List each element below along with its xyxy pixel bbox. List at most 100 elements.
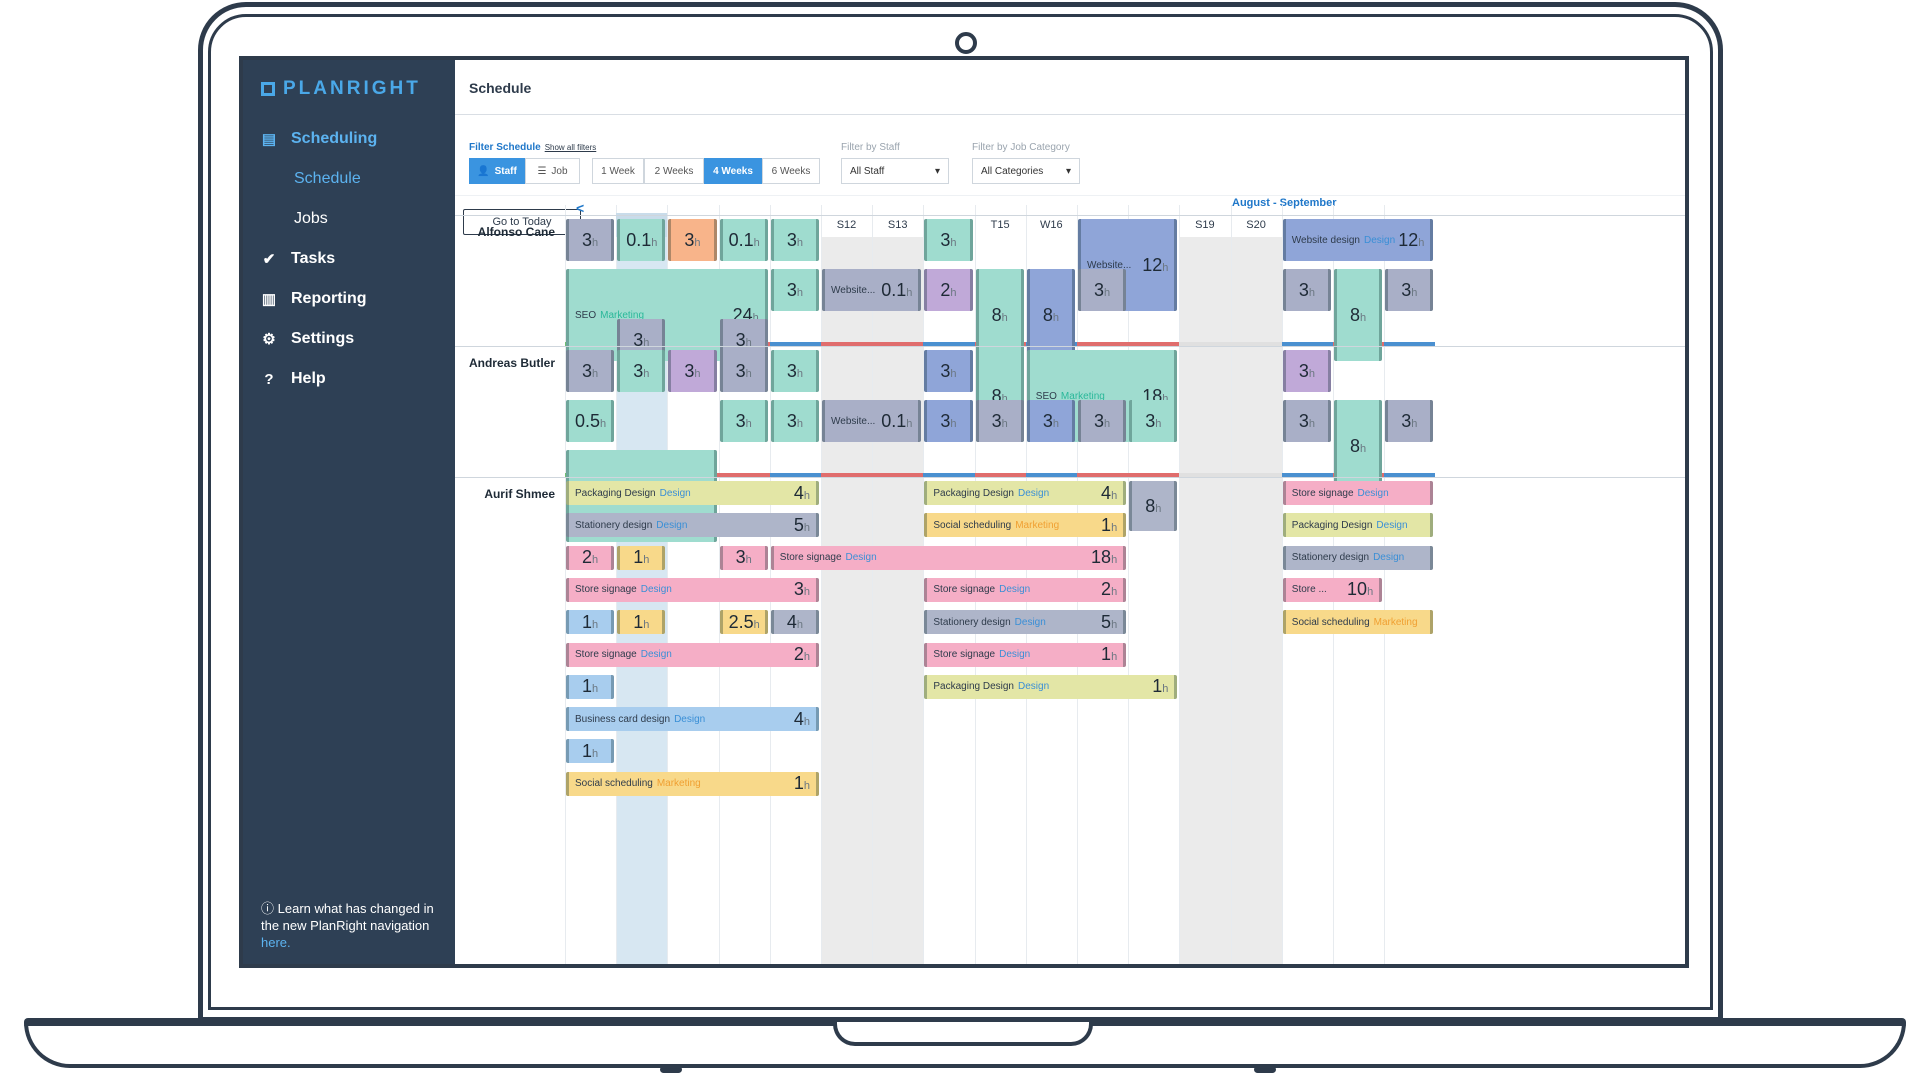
sidebar-item-reporting[interactable]: ▥ Reporting — [261, 290, 367, 308]
job-block[interactable]: Website... 0.1h — [822, 400, 922, 442]
task-block[interactable]: 3h — [1385, 269, 1434, 311]
task-block[interactable]: 3h — [617, 350, 666, 392]
staff-toggle-button[interactable]: 👤 Staff — [469, 158, 525, 184]
task-block[interactable]: 1h — [566, 739, 615, 764]
task-block[interactable]: 0.1h — [719, 219, 768, 261]
job-block[interactable]: Packaging Design Design — [1282, 513, 1434, 538]
staff-name[interactable]: Andreas Butler — [468, 356, 555, 370]
task-block[interactable]: 3h — [1282, 269, 1331, 311]
task-block[interactable]: 3h — [924, 350, 973, 392]
job-block[interactable]: Business card design Design 4h — [566, 707, 819, 732]
job-block[interactable]: Packaging Design Design 4h — [924, 481, 1127, 505]
task-block[interactable]: 3h — [975, 400, 1024, 442]
hours-value: 3h — [940, 360, 957, 381]
task-block[interactable]: 3h — [566, 219, 615, 261]
staff-name[interactable]: Aurif Shmee — [484, 487, 555, 501]
task-block[interactable]: 3h — [566, 350, 615, 392]
task-block[interactable]: 3h — [770, 350, 819, 392]
hours-value: 4h — [1101, 482, 1118, 503]
hours-value: 0.1h — [881, 279, 913, 300]
task-block[interactable]: 3h — [770, 400, 819, 442]
range-2-weeks-button[interactable]: 2 Weeks — [644, 158, 704, 184]
task-block[interactable]: 2h — [924, 269, 973, 311]
job-toggle-button[interactable]: ☰ Job — [525, 158, 580, 184]
range-6-weeks-button[interactable]: 6 Weeks — [762, 158, 820, 184]
note-link[interactable]: here. — [261, 935, 291, 950]
job-block[interactable]: Stationery design Design 5h — [924, 610, 1127, 635]
job-block[interactable]: Store signage Design — [1282, 481, 1434, 505]
task-block[interactable]: 1h — [566, 610, 615, 635]
job-block[interactable]: Social scheduling Marketing — [1282, 610, 1434, 635]
job-block[interactable]: Store signage Design 2h — [924, 577, 1127, 602]
task-block[interactable]: 3h — [924, 219, 973, 261]
task-block[interactable]: 1h — [617, 545, 666, 570]
job-category: Design — [1018, 681, 1050, 693]
show-all-filters-link[interactable]: Show all filters — [544, 143, 597, 152]
job-block[interactable]: Website design Design 12h — [1282, 219, 1434, 261]
task-block[interactable]: 8h — [1334, 269, 1383, 361]
task-block[interactable]: 3h — [1282, 350, 1331, 392]
task-block[interactable]: 3h — [1385, 400, 1434, 442]
task-block[interactable]: 2.5h — [719, 610, 768, 635]
sidebar-item-help[interactable]: ? Help — [261, 370, 325, 388]
planright-logo[interactable]: PLANRIGHT — [261, 78, 421, 100]
job-block[interactable]: Packaging Design Design 4h — [566, 481, 819, 505]
sidebar-item-settings[interactable]: ⚙ Settings — [261, 330, 354, 348]
job-name: Stationery design Design — [575, 519, 688, 531]
job-block[interactable]: Store signage Design 2h — [566, 642, 819, 667]
task-block[interactable]: 3h — [1026, 400, 1075, 442]
task-block[interactable]: 2h — [566, 545, 615, 570]
job-block[interactable]: Website... 0.1h — [822, 269, 922, 311]
task-block[interactable]: 1h — [566, 674, 615, 699]
task-block[interactable]: 1h — [617, 610, 666, 635]
job-block[interactable]: Stationery design Design — [1282, 545, 1434, 570]
task-block[interactable]: 3h — [924, 400, 973, 442]
task-block[interactable]: 8h — [975, 269, 1024, 361]
job-block[interactable]: Social scheduling Marketing 1h — [924, 513, 1127, 538]
job-block[interactable]: Social scheduling Marketing 1h — [566, 771, 819, 796]
note-text: Learn what has changed in the new PlanRi… — [261, 901, 434, 933]
task-block[interactable]: 3h — [719, 350, 768, 392]
task-block[interactable]: 0.5h — [566, 400, 615, 442]
task-block[interactable]: 3h — [719, 545, 768, 570]
job-block[interactable]: Store signage Design 3h — [566, 577, 819, 602]
task-block[interactable]: 3h — [1078, 269, 1127, 311]
task-block[interactable]: 3h — [668, 350, 717, 392]
range-1-week-button[interactable]: 1 Week — [592, 158, 644, 184]
job-name: Store signage Design — [779, 552, 877, 564]
task-block[interactable]: 3h — [719, 400, 768, 442]
day-header-s20[interactable]: S20 — [1246, 219, 1266, 231]
hours-value: 3h — [684, 229, 701, 250]
task-block[interactable]: 3h — [1129, 400, 1178, 442]
day-header-s12[interactable]: S12 — [836, 219, 857, 231]
sidebar-item-schedule[interactable]: Schedule — [294, 170, 361, 187]
job-block[interactable]: Store ... 10h — [1282, 577, 1383, 602]
sidebar-item-label: Tasks — [291, 250, 336, 267]
job-block[interactable]: Store signage Design 1h — [924, 642, 1127, 667]
day-header-s19[interactable]: S19 — [1195, 219, 1215, 231]
staff-select[interactable]: All Staff ▾ — [841, 158, 949, 184]
sidebar-item-scheduling[interactable]: ▤ Scheduling — [261, 130, 377, 148]
task-block[interactable]: 8h — [1334, 400, 1383, 492]
day-header-w16[interactable]: W16 — [1039, 219, 1063, 231]
sidebar-item-tasks[interactable]: ✔ Tasks — [261, 250, 335, 268]
day-header-s13[interactable]: S13 — [887, 219, 908, 231]
job-block[interactable]: Store signage Design 18h — [770, 545, 1127, 570]
job-block[interactable]: Stationery design Design 5h — [566, 513, 819, 538]
task-block[interactable]: 8h — [1129, 481, 1178, 531]
task-block[interactable]: 3h — [770, 219, 819, 261]
task-block[interactable]: 0.1h — [617, 219, 666, 261]
job-block[interactable]: Packaging Design Design 1h — [924, 674, 1178, 699]
task-block[interactable]: 3h — [770, 269, 819, 311]
staff-name[interactable]: Alfonso Cane — [477, 225, 555, 239]
previous-period-button[interactable]: < — [576, 200, 585, 216]
category-select[interactable]: All Categories ▾ — [972, 158, 1080, 184]
range-4-weeks-button[interactable]: 4 Weeks — [704, 158, 762, 184]
task-block[interactable]: 8h — [1026, 269, 1075, 361]
task-block[interactable]: 4h — [770, 610, 819, 635]
task-block[interactable]: 3h — [1282, 400, 1331, 442]
task-block[interactable]: 3h — [1078, 400, 1127, 442]
day-header-t15[interactable]: T15 — [990, 219, 1010, 231]
sidebar-item-jobs[interactable]: Jobs — [294, 210, 328, 227]
task-block[interactable]: 3h — [668, 219, 717, 261]
